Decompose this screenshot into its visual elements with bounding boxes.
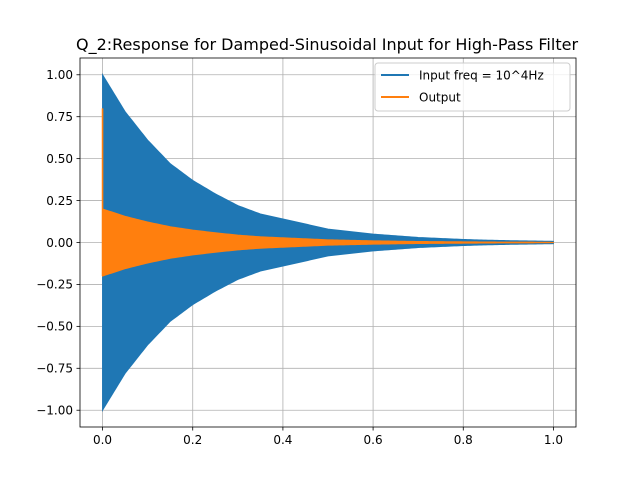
y-tick-label: 0.25 <box>46 194 73 208</box>
x-tick-label: 0.4 <box>273 433 292 447</box>
y-tick-label: −0.25 <box>36 278 73 292</box>
y-tick-label: −0.75 <box>36 362 73 376</box>
y-tick-label: 0.50 <box>46 152 73 166</box>
y-tick-label: −1.00 <box>36 404 73 418</box>
y-tick-label: −0.50 <box>36 320 73 334</box>
x-tick-label: 0.8 <box>454 433 473 447</box>
output-series-band <box>102 208 554 277</box>
output-series <box>101 108 554 277</box>
x-tick-label: 0.0 <box>93 433 112 447</box>
tick-layer: 0.0 0.2 0.4 0.6 0.8 1.0 1.00 0.75 0.50 0.25 0.00 −0… <box>36 68 563 447</box>
data-layer <box>101 72 554 413</box>
legend: Input freq = 10^4Hz Output <box>374 62 571 112</box>
y-tick-label: 1.00 <box>46 68 73 82</box>
legend-label: Input freq = 10^4Hz <box>419 69 544 83</box>
x-tick-label: 0.2 <box>183 433 202 447</box>
legend-box <box>374 62 571 112</box>
legend-label: Output <box>419 91 461 105</box>
y-tick-label: 0.00 <box>46 236 73 250</box>
y-tick-label: 0.75 <box>46 110 73 124</box>
chart-title: Q_2:Response for Damped-Sinusoidal Input… <box>76 35 578 55</box>
x-tick-label: 0.6 <box>364 433 383 447</box>
x-tick-label: 1.0 <box>544 433 563 447</box>
